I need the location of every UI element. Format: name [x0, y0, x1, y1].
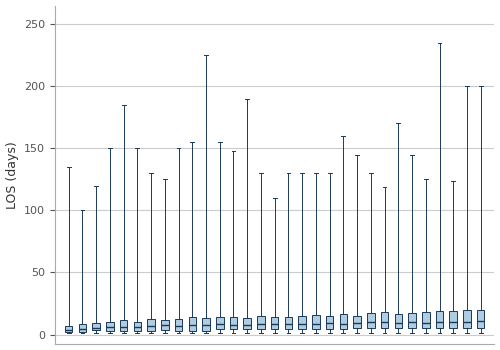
PathPatch shape: [65, 326, 72, 332]
PathPatch shape: [477, 310, 484, 328]
Y-axis label: LOS (days): LOS (days): [6, 141, 18, 209]
PathPatch shape: [298, 316, 306, 329]
PathPatch shape: [381, 312, 388, 328]
PathPatch shape: [408, 313, 416, 328]
PathPatch shape: [354, 316, 361, 328]
PathPatch shape: [271, 317, 278, 329]
PathPatch shape: [230, 317, 237, 329]
PathPatch shape: [436, 312, 444, 328]
PathPatch shape: [92, 323, 100, 330]
PathPatch shape: [340, 314, 347, 329]
PathPatch shape: [394, 314, 402, 328]
PathPatch shape: [148, 319, 155, 330]
PathPatch shape: [257, 316, 264, 329]
PathPatch shape: [284, 317, 292, 329]
PathPatch shape: [216, 317, 224, 329]
PathPatch shape: [422, 312, 430, 328]
PathPatch shape: [161, 320, 168, 330]
PathPatch shape: [134, 322, 141, 330]
PathPatch shape: [367, 313, 374, 328]
PathPatch shape: [450, 312, 457, 328]
PathPatch shape: [326, 316, 334, 329]
PathPatch shape: [106, 322, 114, 331]
PathPatch shape: [202, 318, 210, 331]
PathPatch shape: [78, 324, 86, 332]
PathPatch shape: [188, 317, 196, 331]
PathPatch shape: [120, 320, 128, 331]
PathPatch shape: [175, 319, 182, 330]
PathPatch shape: [244, 318, 251, 329]
PathPatch shape: [463, 310, 471, 328]
PathPatch shape: [312, 315, 320, 329]
